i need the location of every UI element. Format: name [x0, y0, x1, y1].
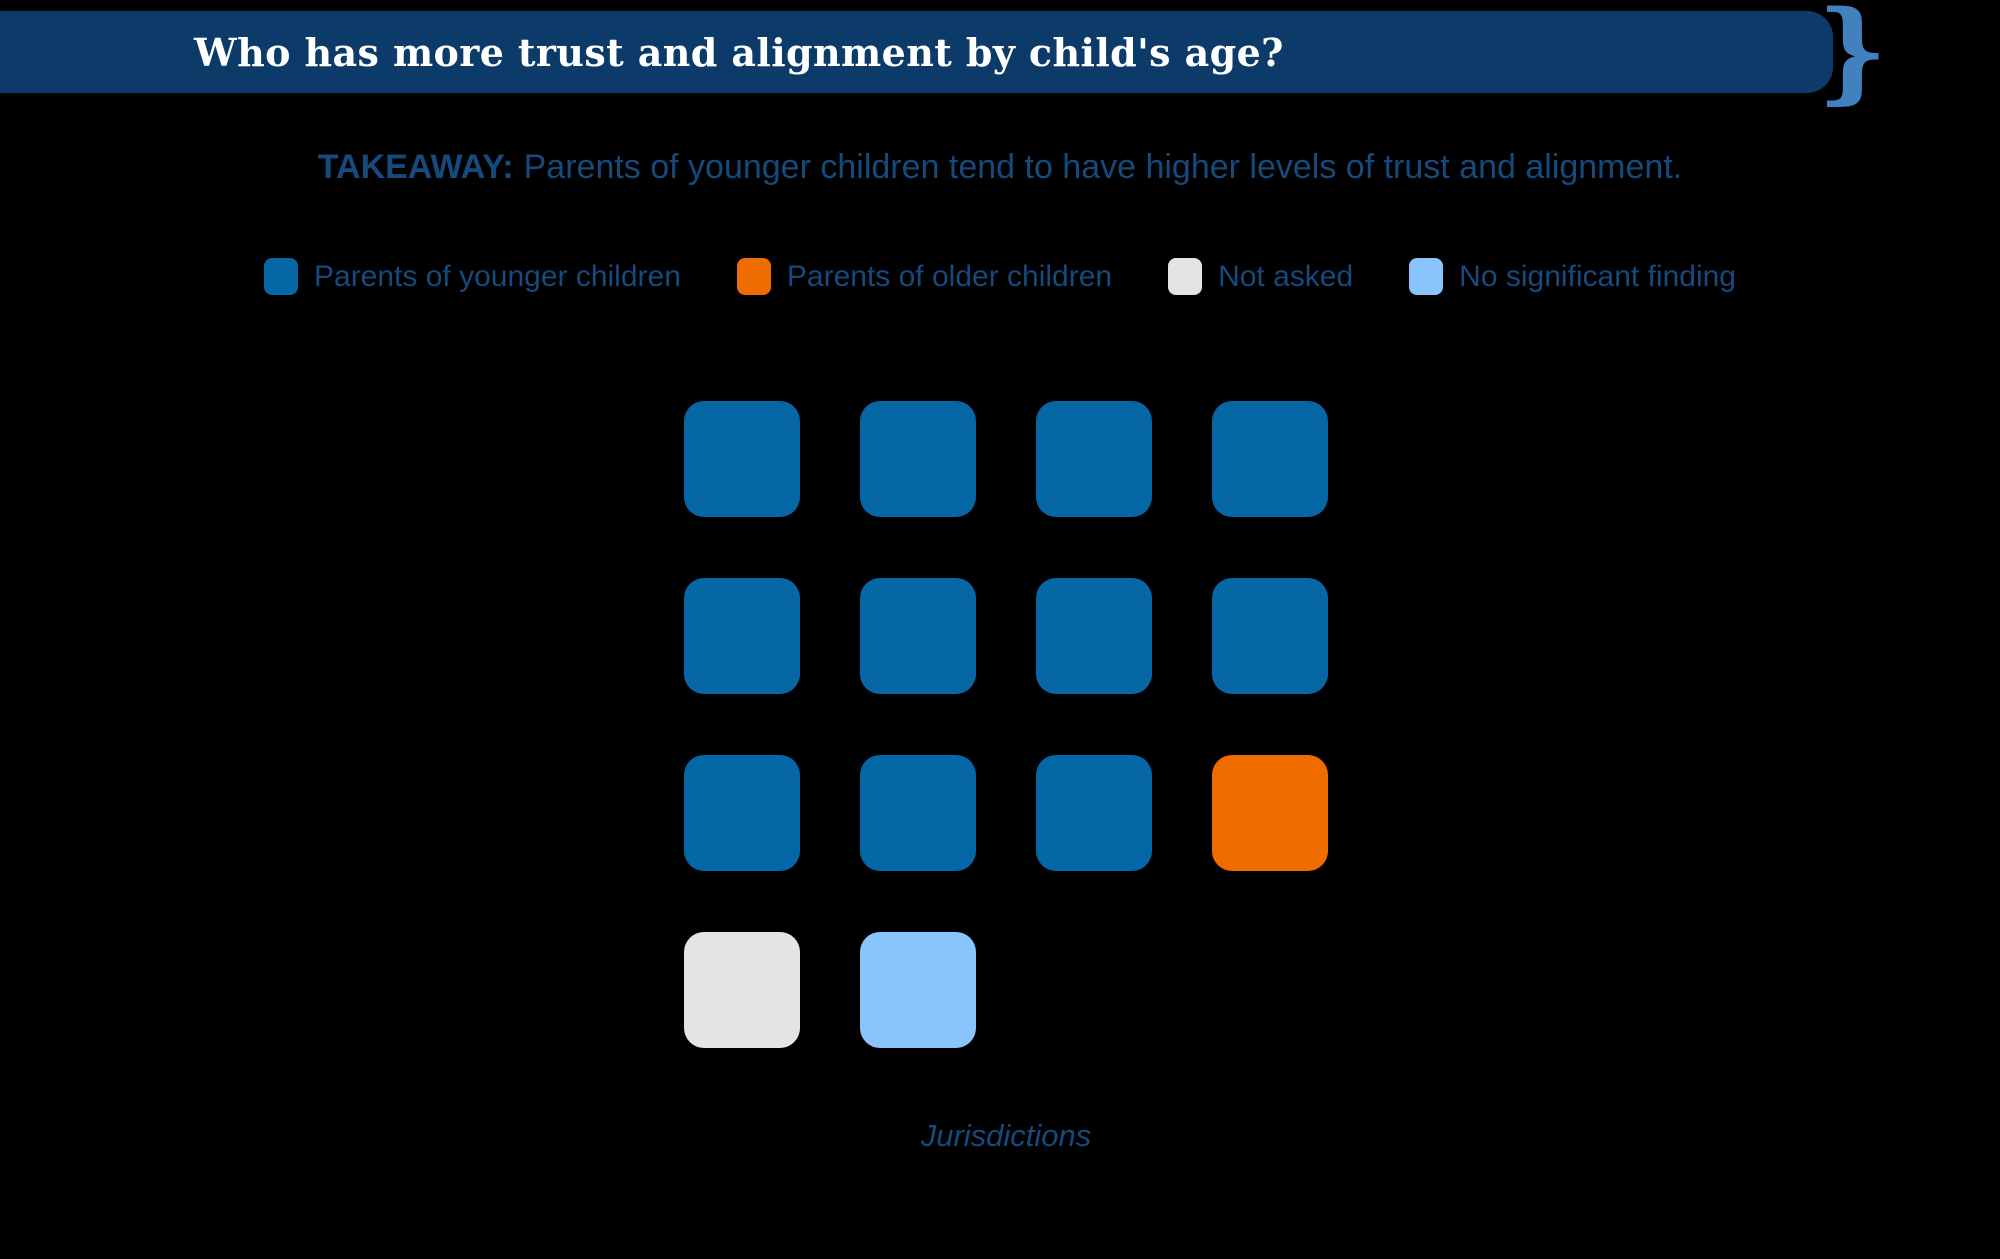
waffle-cell-older — [1212, 755, 1328, 871]
legend-label-older: Parents of older children — [786, 259, 1113, 293]
waffle-grid — [684, 401, 1328, 1048]
legend-swatch-no-finding — [1409, 258, 1444, 295]
legend-item-older: Parents of older children — [736, 258, 1113, 295]
header-bar: Who has more trust and alignment by chil… — [0, 11, 1833, 93]
waffle-cell-no-finding — [860, 932, 976, 1048]
waffle-cell-younger — [860, 755, 976, 871]
waffle-cell-younger — [860, 401, 976, 517]
waffle-cell-younger — [1212, 401, 1328, 517]
x-axis-label: Jurisdictions — [920, 1118, 1092, 1153]
legend-item-younger: Parents of younger children — [264, 258, 681, 295]
waffle-cell-younger — [860, 578, 976, 694]
waffle-cell-younger — [1212, 578, 1328, 694]
waffle-cell-younger — [1036, 755, 1152, 871]
waffle-cell-younger — [1036, 401, 1152, 517]
waffle-cell-younger — [1036, 578, 1152, 694]
takeaway-text: TAKEAWAY: Parents of younger children ten… — [0, 148, 2000, 187]
legend-swatch-younger — [264, 258, 298, 295]
legend-swatch-older — [736, 258, 771, 295]
curly-brace-decoration: } — [1817, 0, 1888, 115]
legend-item-no-finding: No significant finding — [1409, 258, 1736, 295]
takeaway-label: TAKEAWAY: — [317, 148, 514, 186]
waffle-cell-younger — [684, 401, 800, 517]
waffle-cell-not-asked — [684, 932, 800, 1048]
waffle-cell-younger — [684, 578, 800, 694]
legend-swatch-not-asked — [1168, 258, 1203, 295]
legend-label-not-asked: Not asked — [1218, 259, 1354, 293]
legend-label-younger: Parents of younger children — [314, 259, 681, 293]
legend-label-no-finding: No significant finding — [1459, 259, 1736, 293]
legend-item-not-asked: Not asked — [1168, 258, 1353, 295]
legend: Parents of younger children Parents of ol… — [0, 258, 2000, 295]
page-title: Who has more trust and alignment by chil… — [194, 29, 1284, 75]
waffle-cell-younger — [684, 755, 800, 871]
takeaway-body: Parents of younger children tend to have… — [523, 148, 1683, 186]
